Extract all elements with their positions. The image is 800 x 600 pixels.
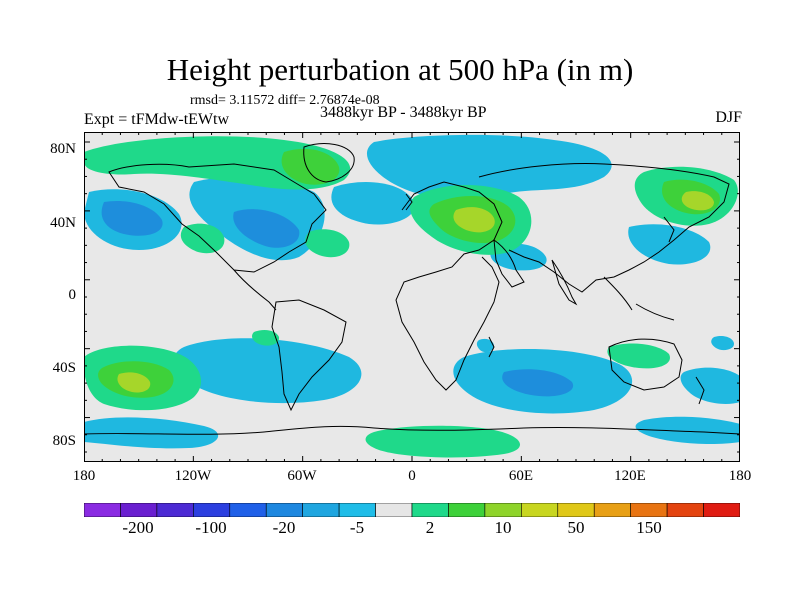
lon-tick-label: 60E (508, 468, 534, 484)
anomaly-pos-southern-africa (251, 329, 280, 346)
colorbar-label: -100 (195, 518, 227, 537)
anomaly-pos-south-indian-north (607, 343, 670, 369)
anomaly-neg-north-atlantic (331, 182, 415, 225)
stats-text: rmsd= 3.11572 diff= 2.76874e-08 (190, 93, 380, 108)
coast-southeast-asia (603, 276, 675, 321)
colorbar-swatch (120, 503, 158, 517)
colorbar-label: 50 (567, 518, 585, 537)
coast-north-america (108, 163, 327, 273)
lat-tick-label: 40N (50, 215, 76, 231)
colorbar (84, 503, 740, 517)
anomaly-neg-madagascar (476, 338, 494, 353)
colorbar-swatch (521, 503, 559, 517)
colorbar-swatch (484, 503, 522, 517)
anomaly-neg-arctic-east (366, 134, 612, 200)
anomaly-neg-southern-ocean-east (635, 416, 740, 444)
coast-uk (405, 193, 413, 211)
colorbar-swatch (156, 503, 194, 517)
anomaly-pos-antarctic-east (365, 425, 521, 458)
colorbar-label: 2 (425, 518, 435, 537)
colorbar-swatch (229, 503, 267, 517)
lon-tick-label: 180 (728, 468, 752, 484)
colorbar-swatch (448, 503, 486, 517)
colorbar-swatch (666, 503, 704, 517)
lon-tick-label: 120E (614, 468, 646, 484)
coast-central-america (233, 269, 277, 311)
chart-title: Height perturbation at 500 hPa (in m) (166, 52, 634, 87)
colorbar-label: -20 (272, 518, 296, 537)
season-label: DJF (715, 109, 742, 126)
colorbar-label: -5 (349, 518, 365, 537)
lon-tick-label: 0 (408, 468, 416, 484)
colorbar-swatch (593, 503, 631, 517)
colorbar-swatch (375, 503, 413, 517)
colorbar-label: 150 (636, 518, 662, 537)
colorbar-swatch (630, 503, 668, 517)
lon-tick-label: 60W (287, 468, 317, 484)
coast-antarctica (84, 425, 740, 435)
colorbar-label: -200 (122, 518, 154, 537)
coast-south-america (271, 299, 347, 412)
colorbar-swatch (84, 503, 121, 517)
anomaly-neg-north-america-core (233, 209, 300, 248)
coast-arabia (493, 238, 525, 288)
coast-europe-africa (395, 181, 503, 391)
axis-ticks (84, 132, 740, 462)
experiment-label: Expt = tFMdw-tEWtw (84, 111, 230, 128)
anomaly-pos-south-pacific-core (117, 372, 151, 393)
colorbar-swatch (411, 503, 449, 517)
anomaly-neg-southern-ocean-west (84, 417, 219, 449)
colorbar-swatch (557, 503, 595, 517)
lat-tick-label: 0 (68, 287, 77, 303)
coastlines (84, 143, 740, 435)
coast-australia (608, 338, 683, 391)
colorbar-swatch (193, 503, 231, 517)
anomaly-pos-greenland (281, 148, 340, 185)
colorbar-swatch (703, 503, 740, 517)
anomaly-neg-north-pacific-core (101, 200, 163, 236)
coast-madagascar (488, 336, 495, 358)
coast-india (551, 259, 578, 306)
period-label: 3488kyr BP - 3488kyr BP (320, 104, 487, 121)
coast-greenland (303, 143, 355, 183)
anomaly-neg-south-atlantic (173, 338, 362, 404)
colorbar-swatch (265, 503, 303, 517)
lat-tick-label: 80S (52, 433, 76, 449)
anomaly-neg-southeast-pacific (711, 335, 734, 351)
coast-new-zealand (695, 376, 705, 405)
anomaly-field (84, 134, 740, 458)
anomaly-neg-south-indian-core (502, 369, 574, 397)
lon-tick-label: 120W (174, 468, 212, 484)
lon-tick-label: 180 (72, 468, 96, 484)
coast-asia (478, 163, 730, 293)
anomaly-neg-southwest-pacific (680, 367, 740, 404)
lat-tick-label: 80N (50, 141, 76, 157)
anomaly-pos-northwest-pacific-core (681, 191, 714, 211)
colorbar-swatch (338, 503, 376, 517)
map-panel (84, 132, 740, 462)
anomaly-pos-eurasia-core (453, 207, 495, 233)
lat-tick-label: 40S (52, 360, 76, 376)
anomaly-pos-central-atlantic (305, 229, 350, 258)
colorbar-swatch (302, 503, 340, 517)
colorbar-label: 10 (494, 518, 512, 537)
coast-japan (663, 216, 675, 243)
